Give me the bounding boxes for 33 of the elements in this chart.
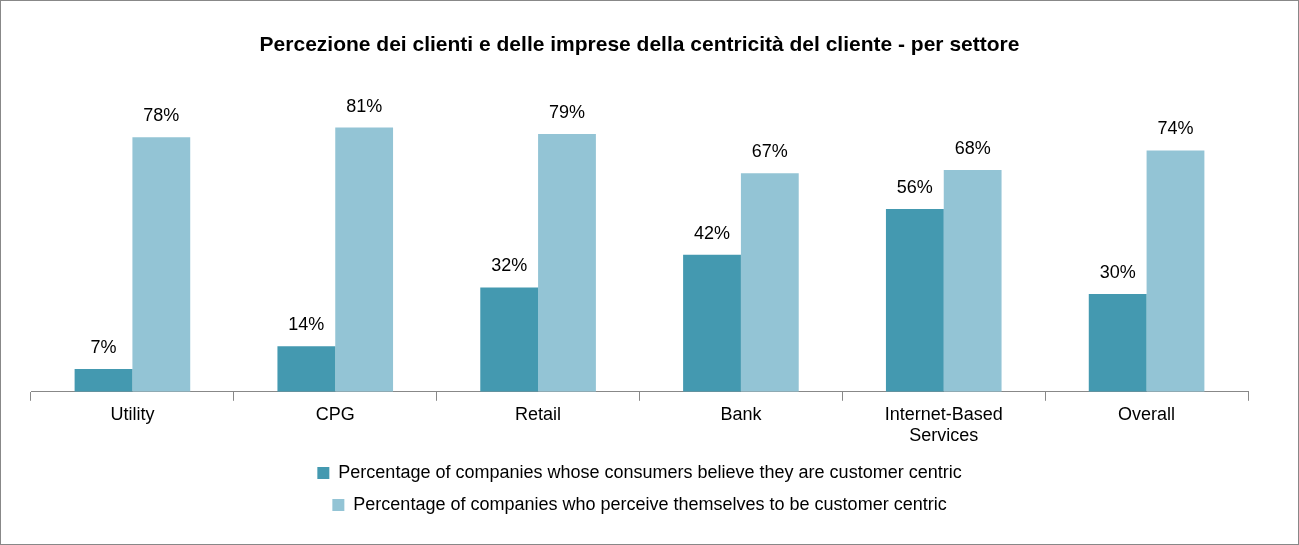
bar [683,254,741,392]
data-label: 67% [751,141,788,162]
x-tick-label: Overall [1118,403,1176,424]
bar [277,346,336,392]
x-tick-label: Internet-Based Services [884,403,1003,446]
bar [740,173,799,392]
data-label: 81% [346,95,383,116]
data-label: 14% [288,314,325,335]
data-label: 74% [1157,118,1194,139]
legend-label: Percentage of companies whose consumers believe they are customer centric [338,461,962,482]
bar [74,368,133,392]
bar [480,287,539,392]
data-label: 68% [954,137,991,158]
bar [335,127,394,392]
data-label: 42% [694,222,731,243]
data-label: 79% [548,102,585,123]
legend-label: Percentage of companies who perceive themselves to be customer centric [353,493,947,514]
bar [132,137,191,392]
bar [1088,293,1147,392]
data-label: 32% [491,255,528,276]
bar [943,169,1002,392]
bar [1146,150,1205,392]
x-tick-label: CPG [315,403,355,424]
x-tick-label: Utility [110,403,155,424]
x-tick-label: Retail [515,403,562,424]
data-label: 30% [1099,261,1136,282]
bar [885,209,944,392]
data-label: 78% [143,105,180,126]
x-tick-label: Bank [720,403,763,424]
data-label: 7% [90,336,117,357]
bar [538,134,596,392]
chart-title: Percezione dei clienti e delle imprese della centricità del cliente - per settore [259,32,1020,56]
data-label: 56% [896,177,933,198]
